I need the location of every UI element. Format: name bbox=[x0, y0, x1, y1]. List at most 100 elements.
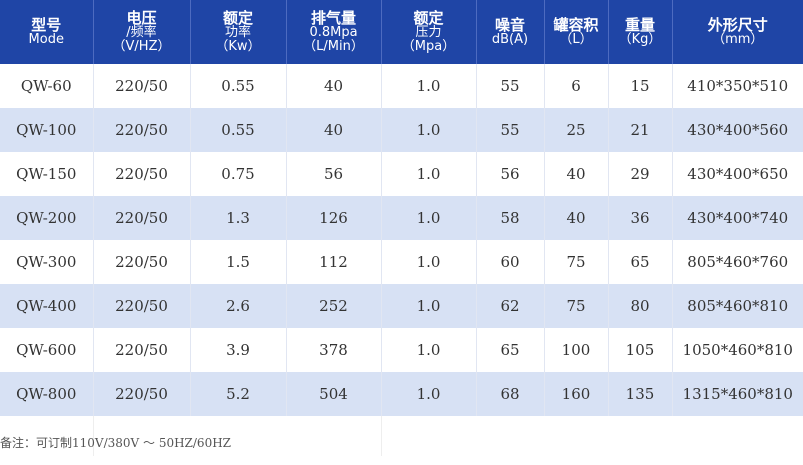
cell-voltage: 220/50 bbox=[93, 64, 191, 108]
cell-dimensions: 1050*460*810 bbox=[672, 328, 803, 372]
column-header-line: /频率 bbox=[126, 25, 157, 40]
column-header-pressure: 额定 压力 （Mpa） bbox=[381, 0, 477, 64]
cell-power: 3.9 bbox=[190, 328, 287, 372]
cell-noise: 68 bbox=[476, 372, 545, 416]
cell-voltage: 220/50 bbox=[93, 108, 191, 152]
cell-pressure: 1.0 bbox=[381, 328, 477, 372]
column-header-line: （Kg） bbox=[618, 32, 662, 47]
cell-flow: 504 bbox=[286, 372, 382, 416]
cell-tank: 25 bbox=[544, 108, 609, 152]
cell-weight: 29 bbox=[608, 152, 673, 196]
cell-flow: 378 bbox=[286, 328, 382, 372]
column-header-flow: 排气量 0.8Mpa （L/Min） bbox=[286, 0, 382, 64]
column-header-line: （L） bbox=[559, 32, 593, 47]
column-header-voltage: 电压/频率 （V/HZ） bbox=[93, 0, 191, 64]
cell-noise: 62 bbox=[476, 284, 545, 328]
cell-power: 2.6 bbox=[190, 284, 287, 328]
cell-flow: 112 bbox=[286, 240, 382, 284]
cell-flow: 40 bbox=[286, 64, 382, 108]
cell-noise: 60 bbox=[476, 240, 545, 284]
column-header-line: 额定 bbox=[222, 9, 253, 27]
cell-noise: 55 bbox=[476, 64, 545, 108]
cell-pressure: 1.0 bbox=[381, 152, 477, 196]
table-row: QW-800 220/50 5.2 504 1.0 68 160 135 1315*460*81… bbox=[0, 372, 803, 416]
cell-pressure: 1.0 bbox=[381, 284, 477, 328]
cell-pressure: 1.0 bbox=[381, 240, 477, 284]
column-header-line: dB(A) bbox=[491, 32, 529, 47]
table-body: QW-60 220/50 0.55 40 1.0 55 6 15 410*350*510 QW-1… bbox=[0, 64, 803, 416]
cell-voltage: 220/50 bbox=[93, 152, 191, 196]
cell-noise: 58 bbox=[476, 196, 545, 240]
table-row: QW-300 220/50 1.5 112 1.0 60 75 65 805*460*760 bbox=[0, 240, 803, 284]
column-header-noise: 噪音 dB(A) bbox=[476, 0, 545, 64]
cell-model: QW-600 bbox=[0, 328, 94, 372]
cell-dimensions: 430*400*650 bbox=[672, 152, 803, 196]
cell-weight: 15 bbox=[608, 64, 673, 108]
column-header-line: （Mpa） bbox=[401, 39, 456, 54]
spec-table: 型号 Mode 电压/频率 （V/HZ） 额定 功率 （Kw） 排气量 0.8Mpa （L/Min… bbox=[0, 0, 803, 416]
cell-pressure: 1.0 bbox=[381, 372, 477, 416]
cell-power: 1.3 bbox=[190, 196, 287, 240]
table-row: QW-150 220/50 0.75 56 1.0 56 40 29 430*400*650 bbox=[0, 152, 803, 196]
column-header-dimensions: 外形尺寸 （mm） bbox=[672, 0, 803, 64]
cell-pressure: 1.0 bbox=[381, 196, 477, 240]
cell-weight: 36 bbox=[608, 196, 673, 240]
cell-power: 0.55 bbox=[190, 64, 287, 108]
column-header-line: （L/Min） bbox=[303, 39, 364, 54]
cell-power: 1.5 bbox=[190, 240, 287, 284]
table-row: QW-200 220/50 1.3 126 1.0 58 40 36 430*400*740 bbox=[0, 196, 803, 240]
cell-weight: 80 bbox=[608, 284, 673, 328]
cell-dimensions: 410*350*510 bbox=[672, 64, 803, 108]
column-header-tank: 罐容积 （L） bbox=[544, 0, 609, 64]
column-header-model: 型号 Mode bbox=[0, 0, 94, 64]
column-header-line: 外形尺寸 bbox=[707, 16, 768, 34]
table-row: QW-400 220/50 2.6 252 1.0 62 75 80 805*460*810 bbox=[0, 284, 803, 328]
cell-model: QW-60 bbox=[0, 64, 94, 108]
cell-weight: 65 bbox=[608, 240, 673, 284]
cell-dimensions: 430*400*560 bbox=[672, 108, 803, 152]
column-header-line: （Kw） bbox=[215, 39, 261, 54]
cell-dimensions: 430*400*740 bbox=[672, 196, 803, 240]
column-header-line: （mm） bbox=[712, 32, 764, 47]
column-header-line: （V/HZ） bbox=[112, 39, 171, 54]
cell-noise: 65 bbox=[476, 328, 545, 372]
cell-weight: 135 bbox=[608, 372, 673, 416]
cell-weight: 105 bbox=[608, 328, 673, 372]
cell-tank: 40 bbox=[544, 152, 609, 196]
cell-power: 0.55 bbox=[190, 108, 287, 152]
column-header-line: Mode bbox=[28, 32, 64, 47]
cell-voltage: 220/50 bbox=[93, 196, 191, 240]
cell-flow: 252 bbox=[286, 284, 382, 328]
cell-voltage: 220/50 bbox=[93, 328, 191, 372]
cell-tank: 75 bbox=[544, 240, 609, 284]
cell-flow: 56 bbox=[286, 152, 382, 196]
cell-weight: 21 bbox=[608, 108, 673, 152]
cell-model: QW-800 bbox=[0, 372, 94, 416]
cell-voltage: 220/50 bbox=[93, 240, 191, 284]
cell-flow: 126 bbox=[286, 196, 382, 240]
cell-noise: 55 bbox=[476, 108, 545, 152]
column-header-weight: 重量 （Kg） bbox=[608, 0, 673, 64]
cell-tank: 40 bbox=[544, 196, 609, 240]
cell-power: 0.75 bbox=[190, 152, 287, 196]
cell-model: QW-400 bbox=[0, 284, 94, 328]
cell-dimensions: 805*460*810 bbox=[672, 284, 803, 328]
cell-tank: 100 bbox=[544, 328, 609, 372]
table-row: QW-600 220/50 3.9 378 1.0 65 100 105 1050*460*81… bbox=[0, 328, 803, 372]
header-row: 型号 Mode 电压/频率 （V/HZ） 额定 功率 （Kw） 排气量 0.8Mpa （L/Min… bbox=[0, 0, 803, 64]
divider bbox=[381, 416, 382, 456]
cell-model: QW-200 bbox=[0, 196, 94, 240]
cell-flow: 40 bbox=[286, 108, 382, 152]
column-header-line: 0.8Mpa bbox=[309, 25, 358, 40]
footnote: 备注：可订制110V/380V ～ 50HZ/60HZ bbox=[0, 436, 232, 450]
column-header-line: 压力 bbox=[415, 25, 442, 40]
column-header-power: 额定 功率 （Kw） bbox=[190, 0, 287, 64]
cell-tank: 75 bbox=[544, 284, 609, 328]
cell-noise: 56 bbox=[476, 152, 545, 196]
cell-tank: 6 bbox=[544, 64, 609, 108]
cell-voltage: 220/50 bbox=[93, 284, 191, 328]
column-header-line: 重量 bbox=[624, 16, 655, 34]
column-header-line: 电压 bbox=[126, 9, 157, 27]
cell-model: QW-100 bbox=[0, 108, 94, 152]
